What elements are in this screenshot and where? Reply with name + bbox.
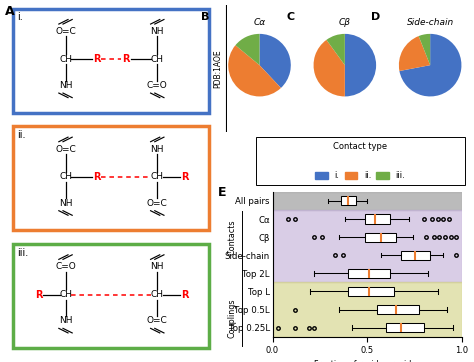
Text: B: B xyxy=(201,12,209,22)
PathPatch shape xyxy=(386,323,424,332)
Wedge shape xyxy=(236,34,260,65)
Text: R: R xyxy=(122,54,130,64)
Text: O=C: O=C xyxy=(55,145,76,154)
Text: R: R xyxy=(181,172,188,182)
Text: NH: NH xyxy=(151,27,164,36)
Text: O=C: O=C xyxy=(147,316,168,325)
Text: O=C: O=C xyxy=(147,199,168,208)
Wedge shape xyxy=(314,40,345,96)
Text: R: R xyxy=(181,290,188,299)
Text: CH: CH xyxy=(59,172,72,181)
Text: R: R xyxy=(35,290,42,299)
Text: R: R xyxy=(93,54,100,64)
Text: Couplings: Couplings xyxy=(228,299,237,338)
Bar xyxy=(273,192,462,210)
Text: NH: NH xyxy=(59,316,72,325)
Text: iii.: iii. xyxy=(18,248,29,258)
Wedge shape xyxy=(259,34,291,88)
Text: A: A xyxy=(5,5,14,18)
Title: Cβ: Cβ xyxy=(339,18,351,27)
Text: E: E xyxy=(218,186,227,199)
Text: NH: NH xyxy=(151,262,164,272)
Text: Contact type: Contact type xyxy=(333,142,387,151)
FancyBboxPatch shape xyxy=(13,9,210,113)
Text: Contacts: Contacts xyxy=(228,219,237,255)
Text: PDB:1AOE: PDB:1AOE xyxy=(214,50,222,88)
FancyBboxPatch shape xyxy=(256,137,465,185)
Wedge shape xyxy=(327,34,345,65)
Text: CH: CH xyxy=(151,55,164,64)
Text: ii.: ii. xyxy=(18,130,26,140)
Bar xyxy=(273,282,462,337)
FancyBboxPatch shape xyxy=(13,244,210,348)
PathPatch shape xyxy=(348,287,394,296)
Text: CH: CH xyxy=(151,290,164,299)
PathPatch shape xyxy=(377,305,419,314)
Text: CH: CH xyxy=(59,290,72,299)
Text: D: D xyxy=(372,12,381,22)
Text: O=C: O=C xyxy=(55,27,76,36)
Wedge shape xyxy=(419,34,430,65)
Text: i.: i. xyxy=(18,12,23,22)
Title: Cα: Cα xyxy=(254,18,265,27)
Text: C=O: C=O xyxy=(55,262,76,272)
Title: Side-chain: Side-chain xyxy=(407,18,454,27)
Text: NH: NH xyxy=(59,81,72,90)
Wedge shape xyxy=(345,34,376,96)
PathPatch shape xyxy=(348,269,390,278)
Text: NH: NH xyxy=(59,199,72,208)
PathPatch shape xyxy=(365,232,396,242)
PathPatch shape xyxy=(341,196,356,206)
Wedge shape xyxy=(399,36,430,71)
Text: NH: NH xyxy=(151,145,164,154)
Text: CH: CH xyxy=(59,55,72,64)
PathPatch shape xyxy=(365,214,390,223)
Bar xyxy=(273,210,462,282)
Text: R: R xyxy=(93,172,100,182)
FancyBboxPatch shape xyxy=(13,126,210,230)
Wedge shape xyxy=(228,45,281,96)
X-axis label: Fraction of residue-residue
pairs with side-chains pointing
towards one-another: Fraction of residue-residue pairs with s… xyxy=(306,359,428,362)
PathPatch shape xyxy=(401,251,430,260)
Legend: i., ii., iii.: i., ii., iii. xyxy=(315,171,406,181)
Text: C=O: C=O xyxy=(147,81,168,90)
Wedge shape xyxy=(400,34,461,96)
Text: CH: CH xyxy=(151,172,164,181)
Text: C: C xyxy=(286,12,294,22)
